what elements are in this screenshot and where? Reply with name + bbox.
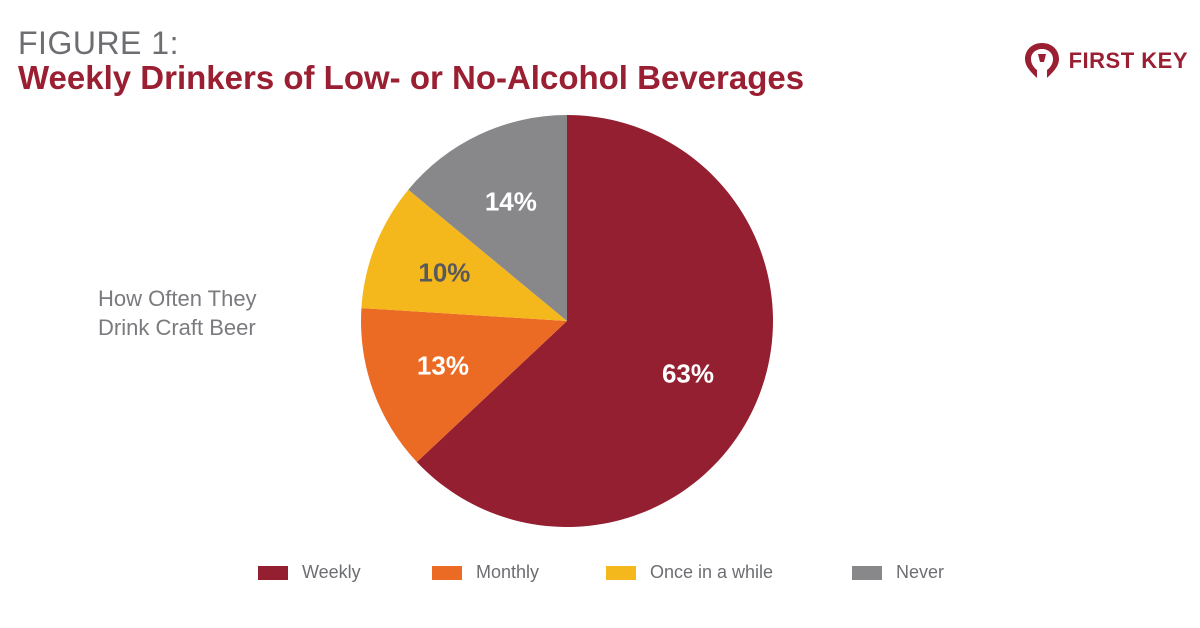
figure-label: FIGURE 1: [18, 25, 179, 61]
legend-item-never: Never [852, 562, 944, 583]
pie-label-never: 14% [485, 187, 537, 217]
legend-swatch-never [852, 565, 882, 580]
pie-slice-once-in-a-while [361, 189, 567, 321]
logo-text: FIRST KEY [1068, 48, 1188, 73]
chart-side-label: How Often They Drink Craft Beer [98, 284, 257, 342]
pie-slice-never [408, 115, 567, 321]
key-head-logo-icon [1024, 43, 1059, 78]
legend-label-once: Once in a while [650, 562, 774, 582]
pie-label-monthly: 13% [417, 351, 469, 381]
pie-label-weekly: 63% [662, 358, 714, 388]
chart-title: Weekly Drinkers of Low- or No-Alcohol Be… [18, 59, 805, 96]
pie-label-once-in-a-while: 10% [418, 257, 470, 287]
legend-label-weekly: Weekly [302, 562, 361, 582]
pie-slice-weekly [416, 115, 773, 527]
chart-legend: Weekly Monthly Once in a while Never [0, 562, 1200, 592]
legend-item-monthly: Monthly [432, 562, 539, 583]
pie-slice-monthly [361, 308, 567, 463]
legend-item-once: Once in a while [606, 562, 773, 583]
legend-label-monthly: Monthly [476, 562, 540, 582]
side-label-line-2: Drink Craft Beer [98, 315, 256, 340]
side-label-line-1: How Often They [98, 286, 257, 311]
legend-item-weekly: Weekly [258, 562, 361, 583]
legend-label-never: Never [896, 562, 945, 582]
legend-swatch-weekly [258, 565, 288, 580]
brand-logo: FIRST KEY [1021, 40, 1188, 82]
legend-swatch-once [606, 565, 636, 580]
legend-swatch-monthly [432, 565, 462, 580]
